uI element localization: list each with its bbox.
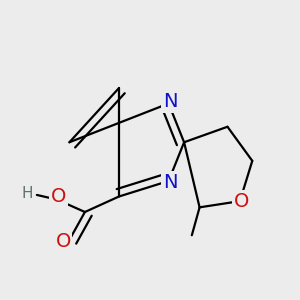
Text: O: O <box>51 187 66 206</box>
Text: H: H <box>22 186 33 201</box>
Text: N: N <box>163 173 177 192</box>
Text: N: N <box>163 92 177 112</box>
Text: O: O <box>234 192 249 211</box>
Text: O: O <box>56 232 71 251</box>
